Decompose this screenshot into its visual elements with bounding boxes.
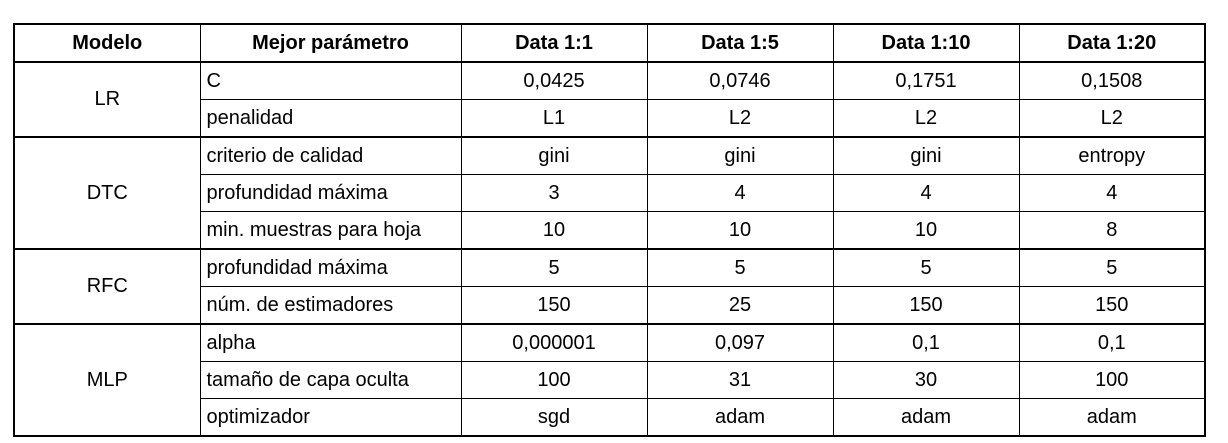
param-cell: profundidad máxima: [199, 248, 462, 287]
value-cell: adam: [1018, 398, 1206, 436]
table-row: optimizador sgd adam adam adam: [14, 398, 1206, 436]
table-row: DTC criterio de calidad gini gini gini e…: [13, 136, 1206, 249]
hyperparameter-table: Modelo Mejor parámetro Data 1:1 Data 1:5…: [13, 23, 1206, 437]
value-cell: 150: [1018, 286, 1206, 324]
model-cell-mlp: MLP: [13, 323, 201, 436]
table-row: penalidad L1 L2 L2 L2: [14, 99, 1206, 137]
value-cell: 4: [646, 174, 834, 212]
value-cell: 5: [460, 248, 648, 287]
param-cell: tamaño de capa oculta: [199, 361, 462, 399]
value-cell: 0,097: [646, 323, 834, 362]
value-cell: 0,1751: [832, 62, 1020, 100]
param-cell: profundidad máxima: [199, 174, 462, 212]
value-cell: 0,1: [832, 323, 1020, 362]
param-cell: optimizador: [199, 398, 462, 436]
value-cell: 30: [832, 361, 1020, 399]
header-data-1-20: Data 1:20: [1018, 24, 1206, 63]
param-cell: núm. de estimadores: [199, 286, 462, 324]
value-cell: 5: [1018, 248, 1206, 287]
header-model: Modelo: [13, 24, 201, 63]
value-cell: 31: [646, 361, 834, 399]
value-cell: 100: [460, 361, 648, 399]
value-cell: 5: [832, 248, 1020, 287]
param-cell: penalidad: [199, 99, 462, 137]
param-cell: C: [199, 62, 462, 100]
table-row: núm. de estimadores 150 25 150 150: [14, 286, 1206, 324]
table-row: MLP alpha 0,000001 0,097 0,1 0,1: [13, 323, 1206, 436]
header-data-1-5: Data 1:5: [646, 24, 834, 63]
table-row: tamaño de capa oculta 100 31 30 100: [14, 361, 1206, 399]
table-row: LR C 0,0425 0,0746 0,1751 0,1508: [13, 62, 1206, 137]
param-cell: min. muestras para hoja: [199, 211, 462, 249]
model-cell-dtc: DTC: [13, 136, 201, 249]
param-cell: alpha: [199, 323, 462, 362]
value-cell: entropy: [1018, 136, 1206, 175]
table-row: min. muestras para hoja 10 10 10 8: [14, 211, 1206, 249]
value-cell: 0,1: [1018, 323, 1206, 362]
value-cell: L1: [460, 99, 648, 137]
param-cell: criterio de calidad: [199, 136, 462, 175]
value-cell: L2: [832, 99, 1020, 137]
value-cell: sgd: [460, 398, 648, 436]
value-cell: L2: [1018, 99, 1206, 137]
value-cell: 8: [1018, 211, 1206, 249]
header-data-1-10: Data 1:10: [832, 24, 1020, 63]
value-cell: 10: [646, 211, 834, 249]
value-cell: 10: [832, 211, 1020, 249]
value-cell: 150: [460, 286, 648, 324]
value-cell: adam: [832, 398, 1020, 436]
value-cell: gini: [460, 136, 648, 175]
value-cell: 0,0746: [646, 62, 834, 100]
model-cell-lr: LR: [13, 62, 201, 137]
value-cell: adam: [646, 398, 834, 436]
value-cell: 4: [1018, 174, 1206, 212]
value-cell: gini: [646, 136, 834, 175]
value-cell: 100: [1018, 361, 1206, 399]
table-row: RFC profundidad máxima 5 5 5 5: [13, 248, 1206, 324]
table-row: profundidad máxima 3 4 4 4: [14, 174, 1206, 212]
value-cell: 10: [460, 211, 648, 249]
value-cell: 150: [832, 286, 1020, 324]
value-cell: L2: [646, 99, 834, 137]
value-cell: 5: [646, 248, 834, 287]
header-best-parameter: Mejor parámetro: [199, 24, 462, 63]
value-cell: 0,1508: [1018, 62, 1206, 100]
value-cell: 4: [832, 174, 1020, 212]
value-cell: gini: [832, 136, 1020, 175]
table-header-row: Modelo Mejor parámetro Data 1:1 Data 1:5…: [13, 24, 1206, 63]
value-cell: 25: [646, 286, 834, 324]
header-data-1-1: Data 1:1: [460, 24, 648, 63]
value-cell: 0,000001: [460, 323, 648, 362]
value-cell: 0,0425: [460, 62, 648, 100]
model-cell-rfc: RFC: [13, 248, 201, 324]
value-cell: 3: [460, 174, 648, 212]
